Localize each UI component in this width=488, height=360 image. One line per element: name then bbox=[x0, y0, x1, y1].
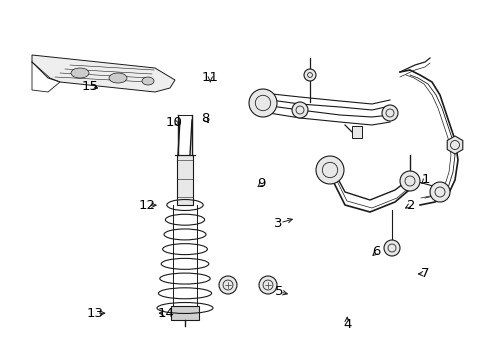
Ellipse shape bbox=[109, 73, 127, 83]
Text: 10: 10 bbox=[165, 116, 182, 129]
Polygon shape bbox=[447, 136, 462, 154]
Circle shape bbox=[219, 276, 237, 294]
Text: 8: 8 bbox=[201, 112, 209, 125]
Text: 1: 1 bbox=[420, 174, 429, 186]
Text: 15: 15 bbox=[82, 80, 99, 93]
Circle shape bbox=[429, 182, 449, 202]
Text: 12: 12 bbox=[138, 199, 155, 212]
Text: 9: 9 bbox=[257, 177, 265, 190]
Circle shape bbox=[383, 240, 399, 256]
Text: 11: 11 bbox=[202, 71, 218, 84]
Circle shape bbox=[399, 171, 419, 191]
Bar bbox=[351, 126, 361, 138]
Text: 14: 14 bbox=[158, 307, 174, 320]
Text: 3: 3 bbox=[274, 217, 283, 230]
Bar bbox=[177, 155, 193, 205]
Text: 2: 2 bbox=[406, 199, 414, 212]
Text: 5: 5 bbox=[274, 285, 283, 298]
Bar bbox=[171, 306, 199, 320]
Text: 4: 4 bbox=[342, 318, 351, 330]
Ellipse shape bbox=[71, 68, 89, 78]
Circle shape bbox=[259, 276, 276, 294]
Circle shape bbox=[291, 102, 307, 118]
Text: 7: 7 bbox=[420, 267, 429, 280]
Circle shape bbox=[248, 89, 276, 117]
Circle shape bbox=[304, 69, 315, 81]
Circle shape bbox=[315, 156, 343, 184]
Circle shape bbox=[381, 105, 397, 121]
Text: 13: 13 bbox=[87, 307, 103, 320]
Ellipse shape bbox=[142, 77, 154, 85]
Text: 6: 6 bbox=[371, 246, 380, 258]
Polygon shape bbox=[32, 55, 175, 92]
